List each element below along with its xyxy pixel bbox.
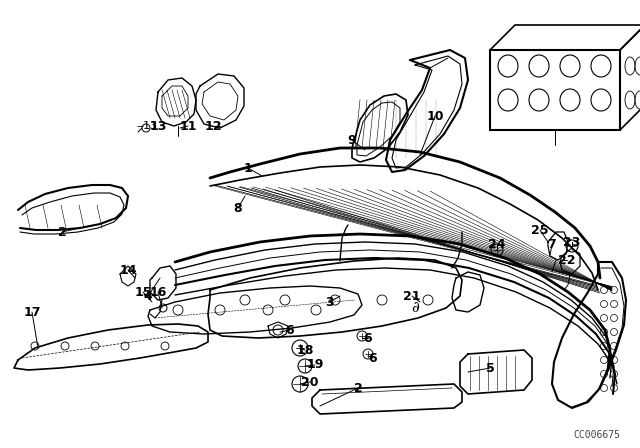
Text: 5: 5: [486, 362, 494, 375]
Text: 2: 2: [354, 382, 362, 395]
Text: 10: 10: [426, 109, 444, 122]
Text: 13: 13: [149, 120, 166, 133]
Text: 25: 25: [531, 224, 548, 237]
Text: 16: 16: [149, 285, 166, 298]
Text: 20: 20: [301, 375, 319, 388]
Text: 6: 6: [364, 332, 372, 345]
Text: 6: 6: [369, 352, 378, 365]
Text: 7: 7: [548, 238, 556, 251]
Text: 6: 6: [285, 323, 294, 336]
Text: 24: 24: [488, 238, 506, 251]
Text: 23: 23: [563, 236, 580, 249]
Text: 1: 1: [244, 161, 252, 175]
Text: 17: 17: [23, 306, 41, 319]
Text: 11: 11: [179, 120, 196, 133]
Text: ∂: ∂: [411, 301, 419, 315]
Text: 15: 15: [134, 285, 152, 298]
Text: ‒13: ‒13: [137, 121, 158, 131]
Text: 3: 3: [326, 296, 334, 309]
Text: 12: 12: [204, 120, 221, 133]
Text: 8: 8: [234, 202, 243, 215]
Text: 14: 14: [119, 263, 137, 276]
Text: 18: 18: [296, 344, 314, 357]
Text: 21: 21: [403, 289, 420, 302]
Text: 2: 2: [58, 225, 67, 238]
Text: 19: 19: [307, 358, 324, 371]
Text: 4: 4: [143, 289, 152, 302]
Text: CC006675: CC006675: [573, 430, 620, 440]
Text: 22: 22: [558, 254, 576, 267]
Text: 9: 9: [348, 134, 356, 146]
